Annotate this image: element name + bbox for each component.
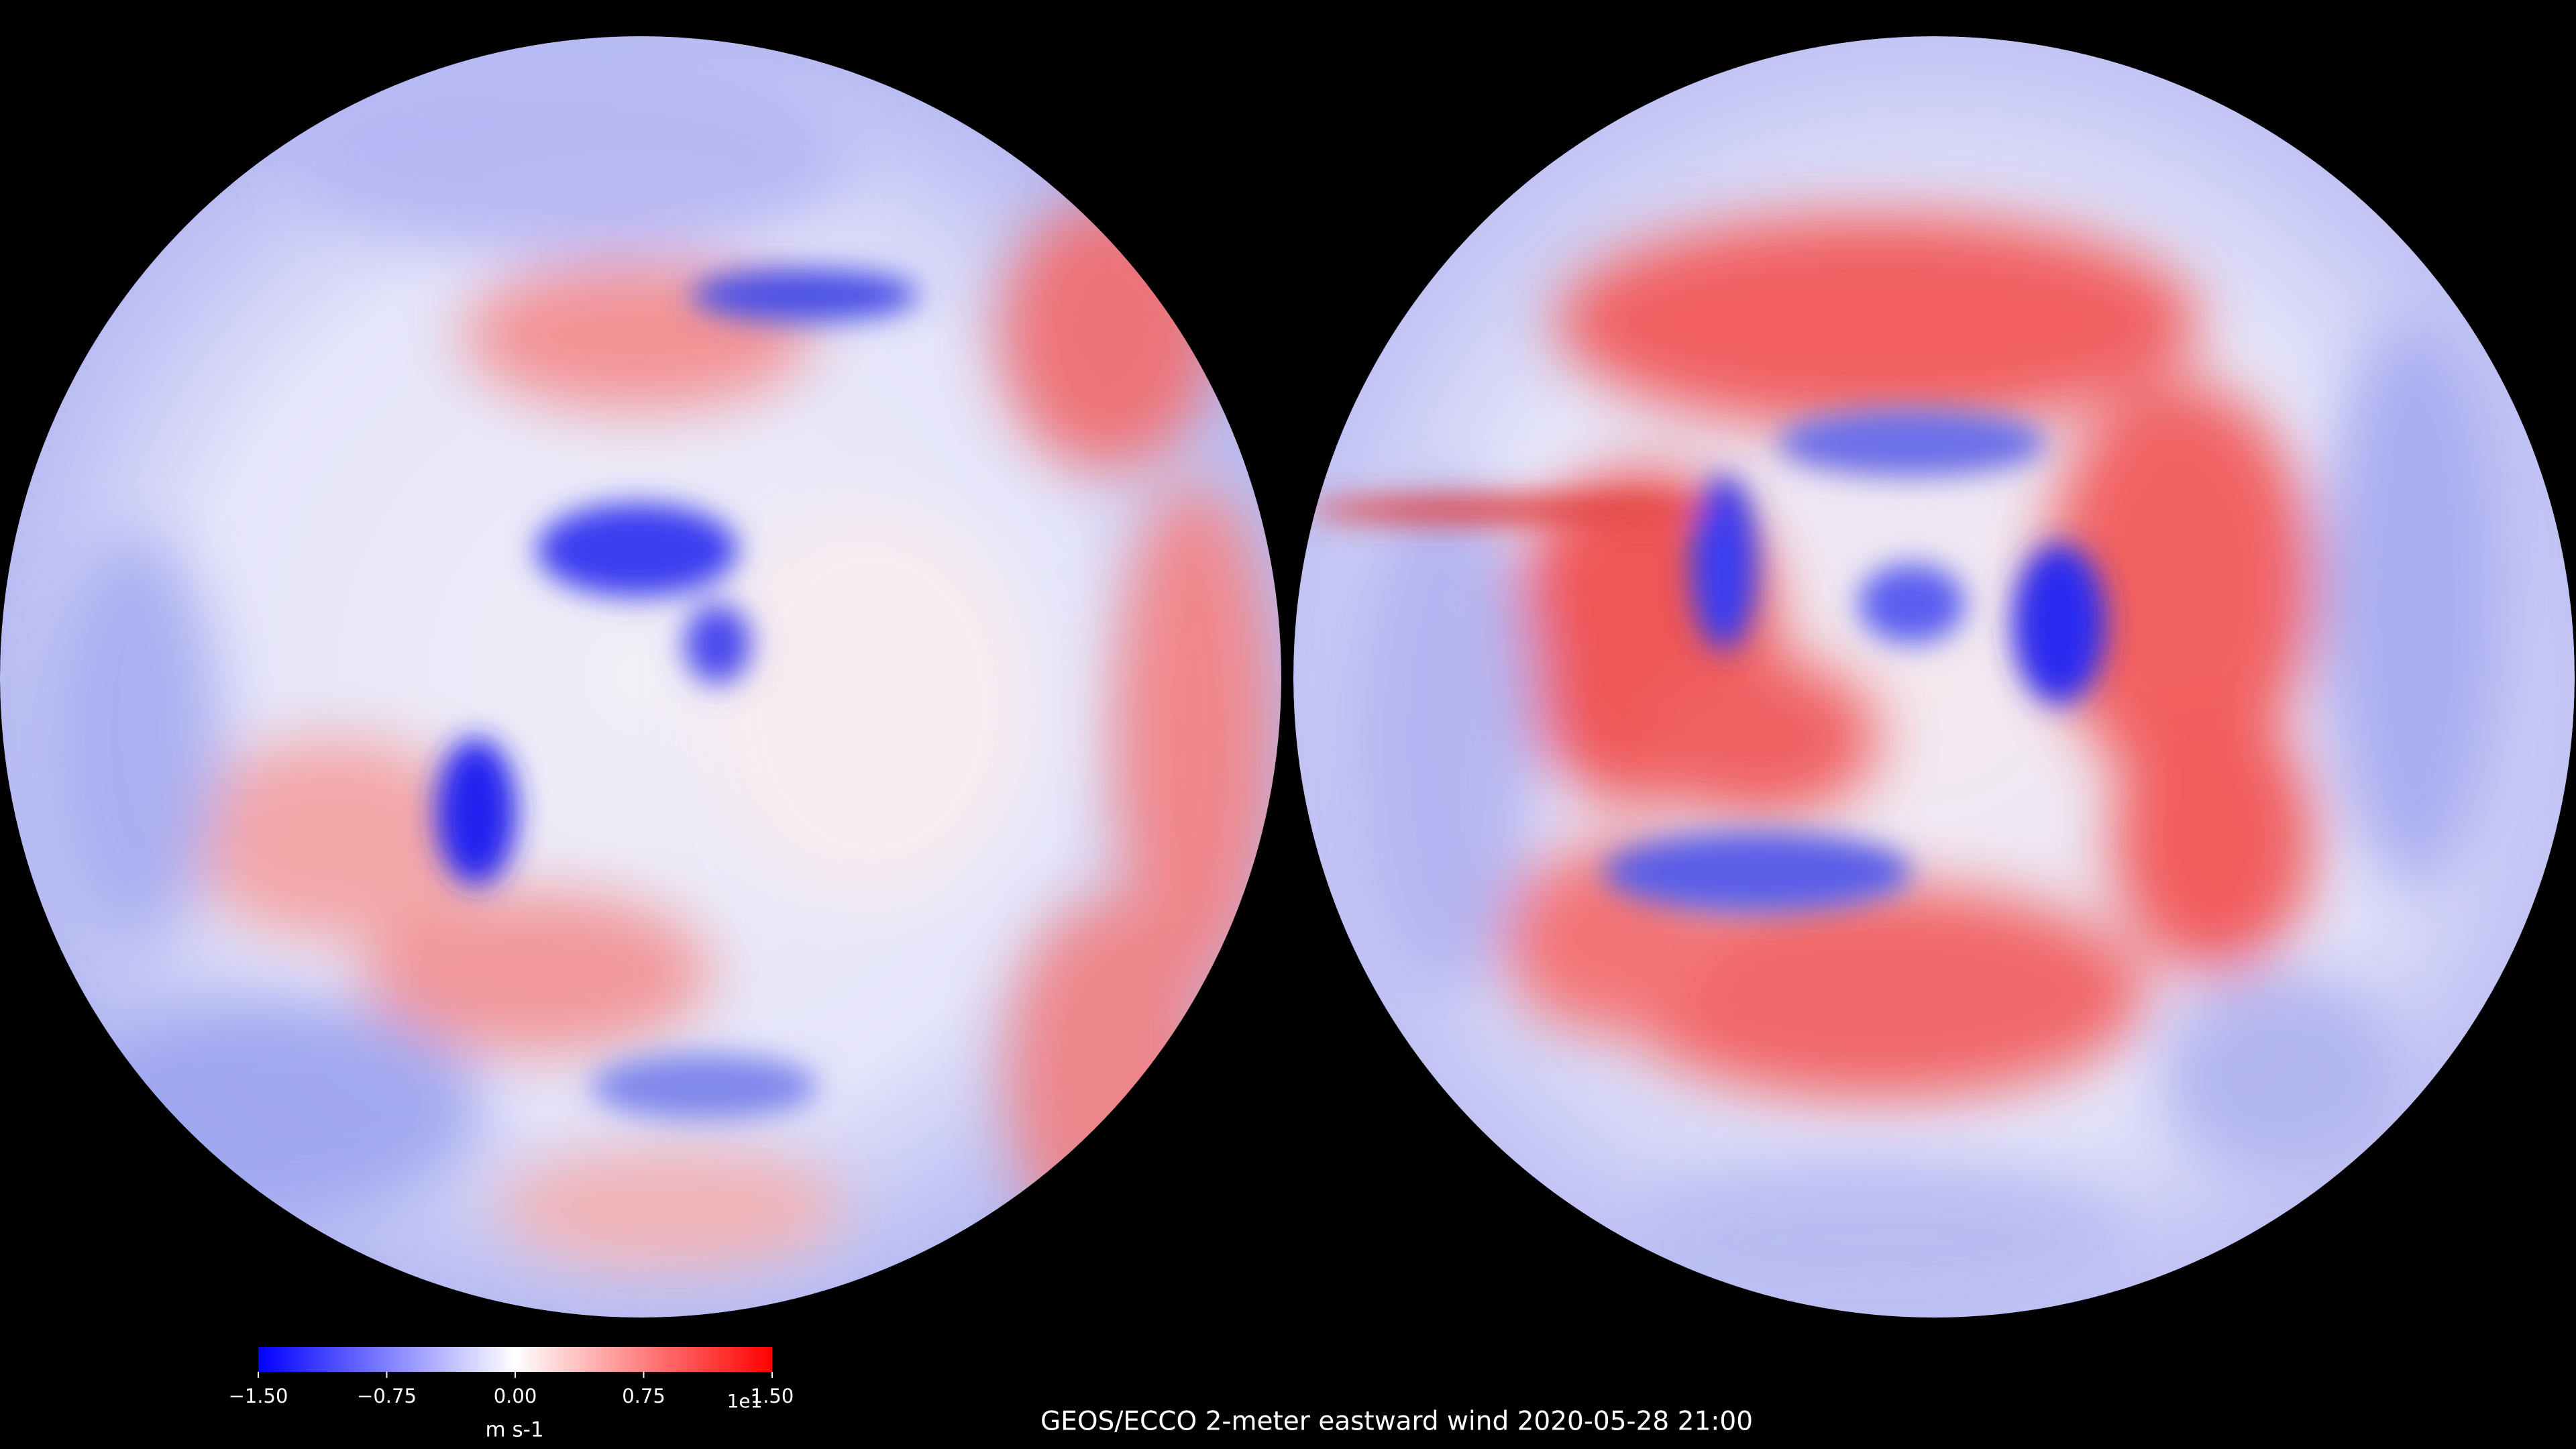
colorbar-tick-label: −0.75 [357, 1385, 417, 1407]
colorbar-tick-label: 0.75 [622, 1385, 665, 1407]
hemisphere-south [1293, 36, 2575, 1318]
colorbar-tick-label: 0.00 [494, 1385, 537, 1407]
hemisphere-north [0, 36, 1281, 1318]
colorbar-tick-label: 1.50 [751, 1385, 794, 1407]
colorbar-offset: 1e1 [727, 1390, 763, 1412]
colorbar-scale [258, 1347, 772, 1372]
colorbar: −1.50 −0.75 0.00 0.75 1.50 [229, 1347, 794, 1407]
colorbar-tick-label: −1.50 [229, 1385, 288, 1407]
colorbar-label: m s-1 [485, 1418, 543, 1442]
title: GEOS/ECCO 2-meter eastward wind 2020-05-… [1040, 1407, 1753, 1437]
